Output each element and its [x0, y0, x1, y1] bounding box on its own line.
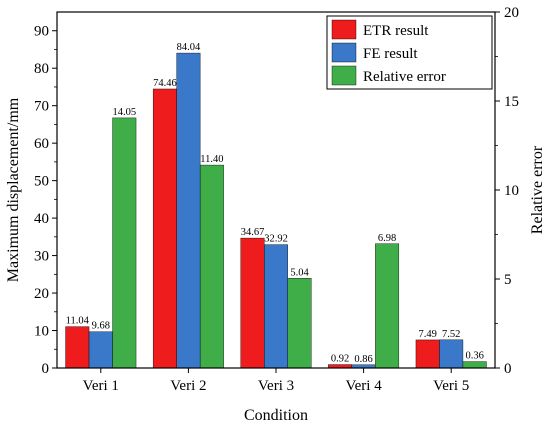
legend-label-2: FE result	[363, 46, 418, 62]
data-label-2-4: 0.86	[354, 354, 372, 365]
data-label-3-5: 0.36	[466, 351, 484, 362]
y-tick-label-7: 60	[34, 136, 49, 152]
legend-label-3: Relative error	[363, 69, 446, 85]
bars-layer	[65, 52, 487, 369]
data-label-1-5: 7.49	[419, 329, 437, 340]
y-tick-label-6: 50	[34, 174, 49, 190]
y2-tick-label-4: 15	[504, 94, 519, 110]
y-tick-label-3: 20	[34, 286, 49, 302]
y-tick-label-9: 80	[34, 61, 49, 77]
data-label-2-2: 84.04	[177, 42, 201, 53]
x-axis-title: Condition	[244, 407, 308, 424]
bar-2-3	[264, 244, 288, 369]
x-tick-label-2: Veri 2	[170, 378, 206, 394]
y-tick-label-8: 70	[34, 99, 49, 115]
y2-tick-label-5: 20	[504, 5, 519, 21]
bar-3-3	[287, 278, 312, 369]
data-label-3-2: 11.40	[200, 154, 223, 165]
bar-1-5	[415, 339, 440, 369]
data-label-3-4: 6.98	[378, 233, 396, 244]
legend-label-1: ETR result	[363, 23, 429, 39]
data-label-3-1: 14.05	[112, 107, 136, 118]
y2-tick-label-3: 10	[504, 183, 519, 199]
data-label-1-3: 34.67	[241, 227, 265, 238]
x-tick-label-3: Veri 3	[258, 378, 294, 394]
data-label-1-1: 11.04	[66, 316, 90, 327]
data-label-3-3: 5.04	[290, 267, 309, 278]
bar-3-1	[112, 117, 137, 369]
y-axis-title: Maximum displacement/mm	[5, 97, 22, 282]
x-tick-label-1: Veri 1	[83, 378, 119, 394]
bar-2-2	[176, 52, 201, 369]
y2-tick-label-2: 5	[504, 272, 512, 288]
ticks-layer: Veri 1 Veri 2 Veri 3 Veri 4 Veri 5 0 10 20 30 40 5…	[34, 5, 519, 394]
y2-axis-title: Relative error	[529, 145, 546, 234]
data-label-1-2: 74.46	[153, 78, 177, 89]
y-tick-label-2: 10	[34, 324, 49, 340]
bar-3-4	[375, 243, 400, 369]
data-label-2-5: 7.52	[442, 329, 460, 340]
legend: ETR result FE result Relative error	[326, 15, 493, 90]
data-label-2-3: 32.92	[264, 234, 288, 245]
bar-1-1	[65, 326, 90, 369]
y2-tick-label-1: 0	[504, 361, 512, 377]
bar-2-1	[88, 331, 113, 369]
bar-3-5	[462, 361, 487, 369]
bar-3-2	[199, 164, 224, 369]
bar-2-5	[439, 339, 464, 369]
data-label-1-4: 0.92	[331, 354, 349, 365]
y-tick-label-1: 0	[42, 361, 50, 377]
y-tick-label-4: 30	[34, 249, 49, 265]
y-tick-label-10: 90	[34, 24, 49, 40]
x-tick-label-5: Veri 5	[433, 378, 469, 394]
bar-1-2	[152, 88, 177, 369]
legend-swatch-1	[331, 19, 357, 40]
legend-swatch-3	[331, 65, 357, 86]
y-tick-label-5: 40	[34, 211, 49, 227]
legend-swatch-2	[331, 42, 357, 63]
x-tick-label-4: Veri 4	[345, 378, 382, 394]
bar-1-3	[240, 237, 265, 369]
data-label-2-1: 9.68	[92, 321, 110, 332]
